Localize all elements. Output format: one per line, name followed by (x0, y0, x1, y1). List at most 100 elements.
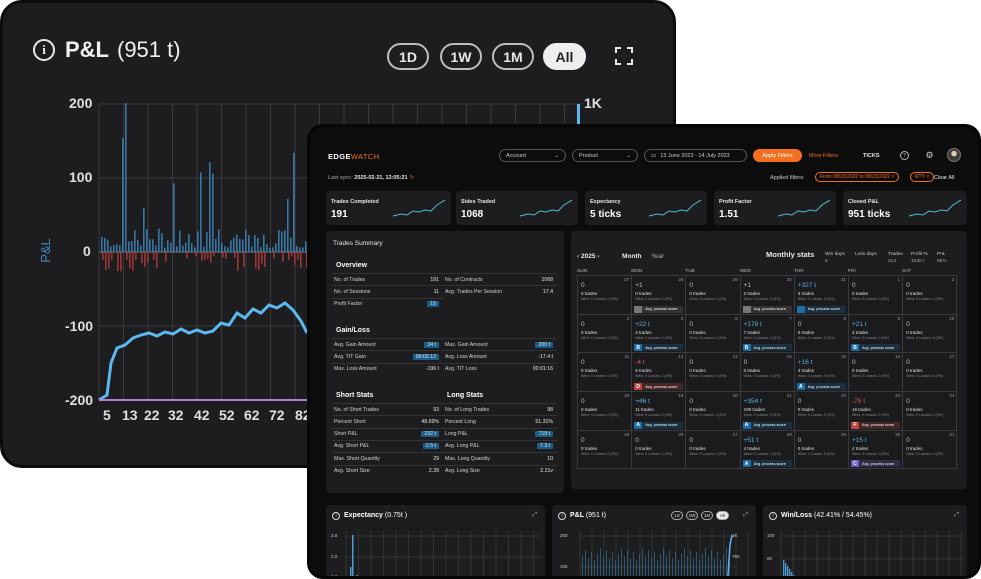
help-icon[interactable]: ? (900, 151, 909, 160)
range-1d-button[interactable]: 1D (387, 43, 429, 70)
gear-icon[interactable]: ⚙ (925, 150, 934, 160)
row-label: Avg. TIT Loss (445, 366, 477, 373)
calendar-day[interactable]: 18 0 0 trades Wins: 0 Losses: 0 (0%) (577, 391, 633, 431)
day-number: 4 (626, 315, 630, 321)
calendar-day[interactable]: 20 0 0 trades Wins: 0 Losses: 0 (0%) (685, 391, 741, 431)
calendar-day[interactable]: 27 0 0 trades Wins: 0 Losses: 0 (0%) (685, 429, 741, 470)
day-number: 5 (680, 315, 684, 321)
loss-bar (210, 252, 212, 263)
calendar-day[interactable]: 27 0 0 trades Wins: 0 Losses: 0 (0%) (577, 275, 633, 315)
loss-bar (105, 252, 107, 271)
pnl-bar (624, 556, 625, 576)
info-icon[interactable]: i (769, 512, 777, 520)
range-1m-button[interactable]: 1M (701, 511, 713, 520)
score-grade: A (742, 421, 751, 429)
kpi-value: 191 (331, 209, 348, 220)
ticks-toggle[interactable]: TICKS (863, 153, 880, 159)
pnl-bar (684, 548, 685, 576)
refresh-icon[interactable]: ↻ (409, 175, 415, 181)
calendar-day[interactable]: 30 +1 0 trades Wins: 0 Losses: 0 (0%) Avg. p… (739, 275, 795, 315)
pnl-bar (149, 239, 151, 252)
expand-icon[interactable]: ⤢ (743, 512, 748, 518)
calendar-day[interactable]: 29 0 0 trades Wins: 0 Losses: 0 (0%) (793, 429, 849, 470)
day-winloss: Wins: 0 Losses: 0 (0%) (743, 374, 781, 379)
calendar-day[interactable]: 22 0 0 trades Wins: 0 Losses: 0 (0%) (793, 391, 849, 431)
process-score-badge: C Avg. process score (851, 460, 901, 468)
calendar-day[interactable]: 29 0 0 trades Wins: 0 Losses: 0 (0%) (685, 275, 741, 315)
calendar-day[interactable]: 13 0 0 trades Wins: 0 Losses: 0 (0%) (685, 352, 741, 393)
view-month-tab[interactable]: Month (622, 253, 642, 260)
calendar-day[interactable]: 23 -75 t 16 trades Wins: 0 Losses: 0 (0%) F A… (848, 391, 904, 431)
range-1m-button[interactable]: 1M (492, 43, 534, 70)
product-select[interactable]: Product ⌄ (572, 149, 638, 162)
calendar-day[interactable]: 21 +354 t 109 trades Wins: 0 Losses: 0 (0%)… (739, 391, 795, 431)
day-pnl: 0 (797, 320, 802, 328)
pnl-bar (218, 229, 220, 252)
info-icon[interactable]: i (33, 39, 55, 61)
pnl-bar (137, 239, 139, 252)
range-1w-button[interactable]: 1W (686, 511, 698, 520)
date-range-picker[interactable]: ▭ 13 June 2023 - 14 July 2023 (644, 149, 747, 162)
row-label: Avg. Loss Amount (445, 353, 487, 360)
y-tick: 100 (69, 169, 93, 185)
expand-icon[interactable] (615, 47, 633, 65)
calendar-day[interactable]: 1 0 0 trades Wins: 0 Losses: 0 (0%) (848, 275, 904, 315)
calendar-day[interactable]: 11 0 0 trades Wins: 0 Losses: 0 (0%) (577, 352, 633, 393)
day-winloss: Wins: 0 Losses: 0 (0%) (581, 297, 618, 301)
pnl-bar (723, 554, 724, 576)
expand-icon[interactable]: ⤢ (532, 512, 537, 518)
avatar[interactable] (947, 148, 961, 162)
day-winloss: Wins: 0 Losses: 0 (0%) (906, 374, 944, 379)
year-selector[interactable]: ‹ 2025 › (577, 253, 600, 260)
filter-chip-date[interactable]: From 08/23/2022 to 09/23/2022 × (815, 172, 900, 182)
pnl-bar (119, 245, 121, 252)
pnl-bar (140, 245, 142, 252)
range-all-button[interactable]: All (716, 511, 729, 520)
calendar-day[interactable]: 10 0 0 trades Wins: 0 Losses: 0 (0%) (902, 313, 958, 354)
calendar-day[interactable]: 19 +46 t 11 trades Wins: 0 Losses: 0 (0%) A A… (631, 391, 687, 431)
info-icon[interactable]: i (558, 512, 566, 520)
expand-icon[interactable]: ⤢ (954, 512, 959, 518)
apply-filters-button[interactable]: Apply Filters (753, 149, 802, 162)
account-select[interactable]: Account ⌄ (499, 149, 566, 162)
calendar-day[interactable]: 24 0 0 trades Wins: 0 Losses: 0 (0%) (902, 391, 958, 431)
filter-chip-rty[interactable]: RTY × (910, 172, 935, 182)
range-1d-button[interactable]: 1D (671, 511, 683, 520)
pnl-bar (597, 554, 598, 576)
range-1w-button[interactable]: 1W (440, 43, 482, 70)
calendar-day[interactable]: 26 0 0 trades Wins: 0 Losses: 0 (0%) (631, 429, 687, 470)
day-number: 7 (789, 315, 792, 321)
calendar-day[interactable]: 16 0 0 trades Wins: 0 Losses: 0 (0%) (848, 352, 904, 393)
day-winloss: Wins: 0 Losses: 0 (0%) (581, 335, 618, 340)
range-all-button[interactable]: All (543, 43, 586, 70)
calendar-day[interactable]: 31 +327 t 3 trades Wins: 0 Losses: 0 (0%) Av… (793, 275, 849, 315)
calendar-day[interactable]: 25 0 0 trades Wins: 0 Losses: 0 (0%) (577, 429, 633, 470)
clear-all-button[interactable]: Clear All (934, 175, 955, 181)
pnl-bar (251, 246, 253, 252)
loss-bar (243, 252, 245, 268)
weekday-header: SUN (577, 269, 588, 274)
more-filters-link[interactable]: More Filters (809, 153, 839, 159)
row-label: Profit Factor (334, 301, 363, 308)
calendar-day[interactable]: 28 +1 0 trades Wins: 0 Losses: 0 (0%) Avg. p… (631, 275, 687, 315)
brand-logo[interactable]: EDGEWATCH (328, 152, 380, 161)
calendar-day[interactable]: 14 0 0 trades Wins: 0 Losses: 0 (0%) (739, 352, 795, 393)
y-tick: 0 (83, 243, 91, 259)
loss-bar (117, 252, 119, 272)
view-year-tab[interactable]: Year (651, 253, 665, 260)
calendar-day[interactable]: 2 0 0 trades Wins: 0 Losses: 0 (0%) (902, 275, 958, 315)
pnl-bar (717, 552, 718, 576)
calendar-day[interactable]: 17 0 0 trades Wins: 0 Losses: 0 (0%) (902, 352, 958, 393)
info-icon[interactable]: i (332, 512, 340, 520)
calendar-day[interactable]: 31 0 0 trades Wins: 0 Losses: 0 (0%) (902, 429, 958, 470)
